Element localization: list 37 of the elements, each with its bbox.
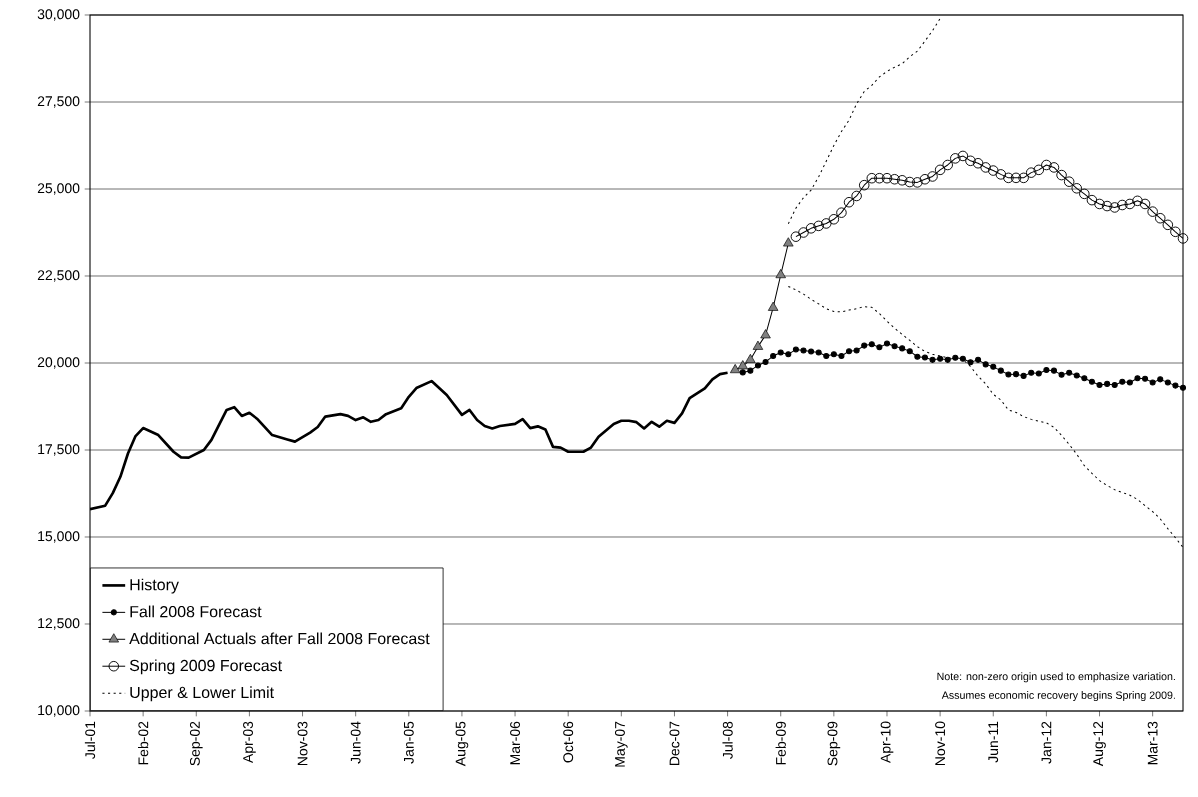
x-tick-label: Jan-05 bbox=[403, 721, 414, 764]
x-tick-label: Jan-12 bbox=[1041, 721, 1052, 764]
x-tick-label: Jun-11 bbox=[988, 721, 999, 763]
x-tick-label: Sep-09 bbox=[827, 721, 841, 766]
y-tick-label: 30,000 bbox=[37, 9, 80, 21]
y-tick-label: 25,000 bbox=[37, 183, 80, 195]
y-tick-label: 10,000 bbox=[38, 705, 80, 717]
x-tick-label: Nov-03 bbox=[297, 721, 308, 766]
x-tick-label: Aug-12 bbox=[1093, 721, 1106, 767]
y-tick-label: 17,500 bbox=[38, 444, 80, 456]
x-tick-label: Aug-05 bbox=[455, 721, 469, 767]
y-tick-label: 20,000 bbox=[37, 357, 80, 369]
y-tick-label: 27,500 bbox=[37, 96, 80, 108]
x-tick-label: Jul-01 bbox=[84, 721, 96, 759]
x-tick-label: Apr-10 bbox=[880, 721, 894, 764]
x-tick-label: Mar-06 bbox=[510, 721, 521, 765]
x-tick-label: Feb-02 bbox=[138, 721, 149, 765]
x-tick-label: Nov-10 bbox=[935, 721, 946, 766]
y-tick-label: 22,500 bbox=[37, 270, 80, 282]
legend-label: Upper & Lower Limit bbox=[130, 686, 274, 702]
x-tick-label: Jul-08 bbox=[722, 721, 733, 759]
legend-label: Spring 2009 Forecast bbox=[129, 659, 282, 675]
x-tick-label: Apr-03 bbox=[243, 721, 256, 764]
x-tick-label: Sep-02 bbox=[189, 721, 203, 766]
x-tick-label: May-07 bbox=[615, 721, 628, 767]
x-tick-label: Oct-06 bbox=[563, 721, 574, 763]
legend-label: Additional Actuals after Fall 2008 Forecast bbox=[129, 632, 430, 645]
annotation: Assumes economic recovery begins Spring 2009. bbox=[941, 691, 1175, 702]
annotation: Note: non-zero origin used to emphasize variation. bbox=[937, 672, 1175, 683]
legend-label: Fall 2008 Forecast bbox=[130, 605, 262, 618]
x-tick-label: Mar-13 bbox=[1147, 721, 1158, 765]
x-tick-label: Dec-07 bbox=[669, 721, 680, 766]
legend-label: History bbox=[130, 578, 179, 594]
y-tick-label: 15,000 bbox=[38, 531, 80, 543]
x-tick-label: Feb-09 bbox=[775, 721, 786, 765]
y-tick-label: 12,500 bbox=[38, 618, 80, 630]
x-tick-label: Jun-04 bbox=[350, 721, 361, 764]
